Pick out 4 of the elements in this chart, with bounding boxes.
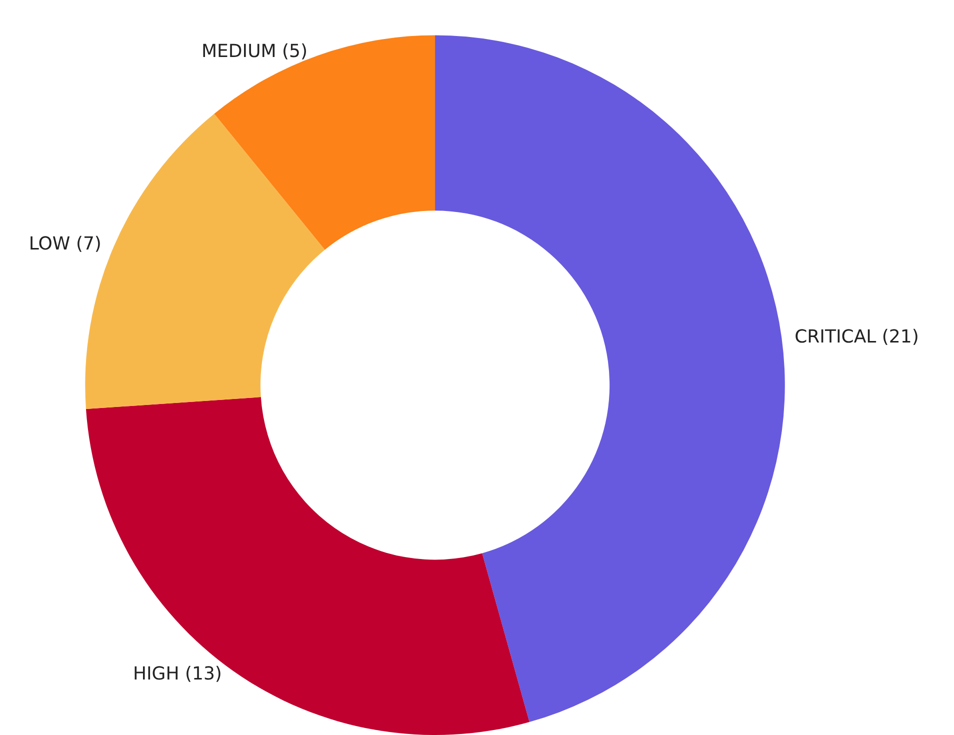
slice-label: HIGH (13) <box>132 664 222 685</box>
slice-label: MEDIUM (5) <box>202 41 308 62</box>
slice-label: LOW (7) <box>28 234 102 255</box>
slice-label: CRITICAL (21) <box>794 326 919 348</box>
